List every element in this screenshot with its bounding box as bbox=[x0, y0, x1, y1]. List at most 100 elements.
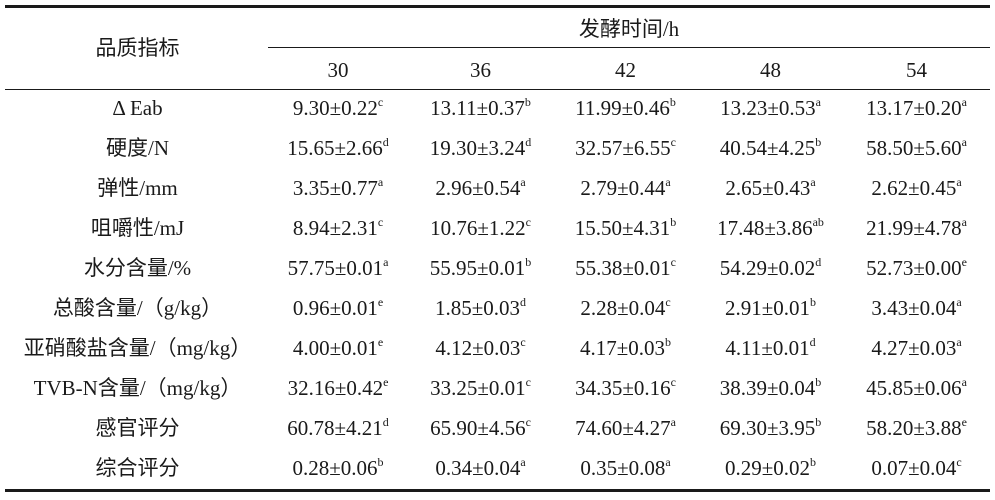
significance-letter: c bbox=[956, 455, 962, 469]
cell-value: 15.50±4.31 bbox=[574, 216, 671, 240]
significance-letter: b bbox=[815, 375, 822, 389]
row-label: 水分含量/% bbox=[83, 256, 192, 280]
significance-letter: c bbox=[665, 295, 671, 309]
significance-letter: a bbox=[520, 455, 526, 469]
cell-value: 57.75±0.01 bbox=[287, 256, 384, 280]
cell-value: 52.73±0.00 bbox=[866, 256, 962, 280]
data-cell: 17.48±3.86ab bbox=[698, 208, 843, 248]
cell-value: 13.11±0.37 bbox=[430, 96, 525, 120]
cell-value: 11.99±0.46 bbox=[575, 96, 670, 120]
cell-value: 0.07±0.04 bbox=[871, 456, 957, 480]
data-cell: 2.96±0.54a bbox=[408, 168, 553, 208]
data-cell: 3.43±0.04a bbox=[843, 288, 990, 328]
data-cell: 32.57±6.55c bbox=[553, 128, 698, 168]
data-cell: 8.94±2.31c bbox=[268, 208, 408, 248]
significance-letter: e bbox=[383, 375, 389, 389]
cell-value: 34.35±0.16 bbox=[575, 376, 671, 400]
significance-letter: c bbox=[377, 215, 384, 229]
data-cell: 1.85±0.03d bbox=[408, 288, 553, 328]
data-cell: 13.11±0.37b bbox=[408, 88, 553, 128]
group-rule bbox=[268, 47, 990, 48]
cell-value: 65.90±4.56 bbox=[430, 416, 526, 440]
significance-letter: a bbox=[961, 95, 967, 109]
data-cell: 40.54±4.25b bbox=[698, 128, 843, 168]
data-cell: 0.34±0.04a bbox=[408, 448, 553, 488]
cell-value: 54.29±0.02 bbox=[719, 256, 816, 280]
significance-letter: d bbox=[520, 295, 527, 309]
data-cell: 2.28±0.04c bbox=[553, 288, 698, 328]
data-cell: 45.85±0.06a bbox=[843, 368, 990, 408]
data-cell: 32.16±0.42e bbox=[268, 368, 408, 408]
cell-value: 2.79±0.44 bbox=[580, 176, 666, 200]
data-cell: 60.78±4.21d bbox=[268, 408, 408, 448]
data-cell: 58.50±5.60a bbox=[843, 128, 990, 168]
cell-value: 58.50±5.60 bbox=[866, 136, 962, 160]
cell-value: 4.27±0.03 bbox=[871, 336, 957, 360]
data-cell: 9.30±0.22c bbox=[268, 88, 408, 128]
significance-letter: d bbox=[525, 135, 532, 149]
data-cell: 34.35±0.16c bbox=[553, 368, 698, 408]
cell-value: 3.43±0.04 bbox=[871, 296, 957, 320]
data-cell: 21.99±4.78a bbox=[843, 208, 990, 248]
data-cell: 52.73±0.00e bbox=[843, 248, 990, 288]
significance-letter: b bbox=[525, 255, 532, 269]
cell-value: 45.85±0.06 bbox=[866, 376, 962, 400]
cell-value: 1.85±0.03 bbox=[434, 296, 521, 320]
significance-letter: a bbox=[815, 95, 821, 109]
column-header: 36 bbox=[470, 58, 491, 82]
significance-letter: a bbox=[810, 175, 816, 189]
cell-value: 10.76±1.22 bbox=[430, 216, 526, 240]
data-cell: 54.29±0.02d bbox=[698, 248, 843, 288]
significance-letter: c bbox=[670, 255, 676, 269]
significance-letter: b bbox=[810, 295, 817, 309]
row-label: Δ Eab bbox=[112, 96, 163, 120]
data-cell: 15.65±2.66d bbox=[268, 128, 408, 168]
data-cell: 55.38±0.01c bbox=[553, 248, 698, 288]
column-header: 54 bbox=[906, 58, 927, 82]
data-cell: 2.62±0.45a bbox=[843, 168, 990, 208]
cell-value: 21.99±4.78 bbox=[866, 216, 962, 240]
data-cell: 55.95±0.01b bbox=[408, 248, 553, 288]
cell-value: 2.96±0.54 bbox=[435, 176, 521, 200]
cell-value: 4.00±0.01 bbox=[292, 336, 378, 360]
data-cell: 4.11±0.01d bbox=[698, 328, 843, 368]
cell-value: 33.25±0.01 bbox=[430, 376, 526, 400]
cell-value: 15.65±2.66 bbox=[287, 136, 383, 160]
data-cell: 33.25±0.01c bbox=[408, 368, 553, 408]
cell-value: 4.12±0.03 bbox=[435, 336, 521, 360]
data-cell: 0.28±0.06b bbox=[268, 448, 408, 488]
cell-value: 58.20±3.88 bbox=[866, 416, 962, 440]
data-cell: 10.76±1.22c bbox=[408, 208, 553, 248]
cell-value: 0.28±0.06 bbox=[292, 456, 378, 480]
cell-value: 13.17±0.20 bbox=[866, 96, 962, 120]
significance-letter: b bbox=[669, 95, 676, 109]
significance-letter: d bbox=[382, 135, 389, 149]
data-cell: 57.75±0.01a bbox=[268, 248, 408, 288]
significance-letter: a bbox=[665, 175, 671, 189]
significance-letter: c bbox=[525, 375, 531, 389]
data-cell: 15.50±4.31b bbox=[553, 208, 698, 248]
significance-letter: b bbox=[670, 215, 677, 229]
significance-letter: c bbox=[525, 215, 531, 229]
cell-value: 2.62±0.45 bbox=[871, 176, 957, 200]
cell-value: 32.57±6.55 bbox=[575, 136, 671, 160]
cell-value: 17.48±3.86 bbox=[717, 216, 813, 240]
cell-value: 8.94±2.31 bbox=[292, 216, 378, 240]
data-cell: 19.30±3.24d bbox=[408, 128, 553, 168]
data-cell: 0.96±0.01e bbox=[268, 288, 408, 328]
top-rule bbox=[5, 5, 990, 8]
significance-letter: e bbox=[377, 335, 384, 349]
column-header: 42 bbox=[615, 58, 636, 82]
cell-value: 0.96±0.01 bbox=[292, 296, 378, 320]
data-cell: 65.90±4.56c bbox=[408, 408, 553, 448]
significance-letter: a bbox=[665, 455, 671, 469]
data-cell: 11.99±0.46b bbox=[553, 88, 698, 128]
significance-letter: c bbox=[377, 95, 384, 109]
data-cell: 2.91±0.01b bbox=[698, 288, 843, 328]
cell-value: 0.34±0.04 bbox=[435, 456, 521, 480]
data-cell: 2.79±0.44a bbox=[553, 168, 698, 208]
column-header: 48 bbox=[760, 58, 781, 82]
data-cell: 4.27±0.03a bbox=[843, 328, 990, 368]
cell-value: 55.95±0.01 bbox=[429, 256, 526, 280]
significance-letter: e bbox=[961, 415, 967, 429]
